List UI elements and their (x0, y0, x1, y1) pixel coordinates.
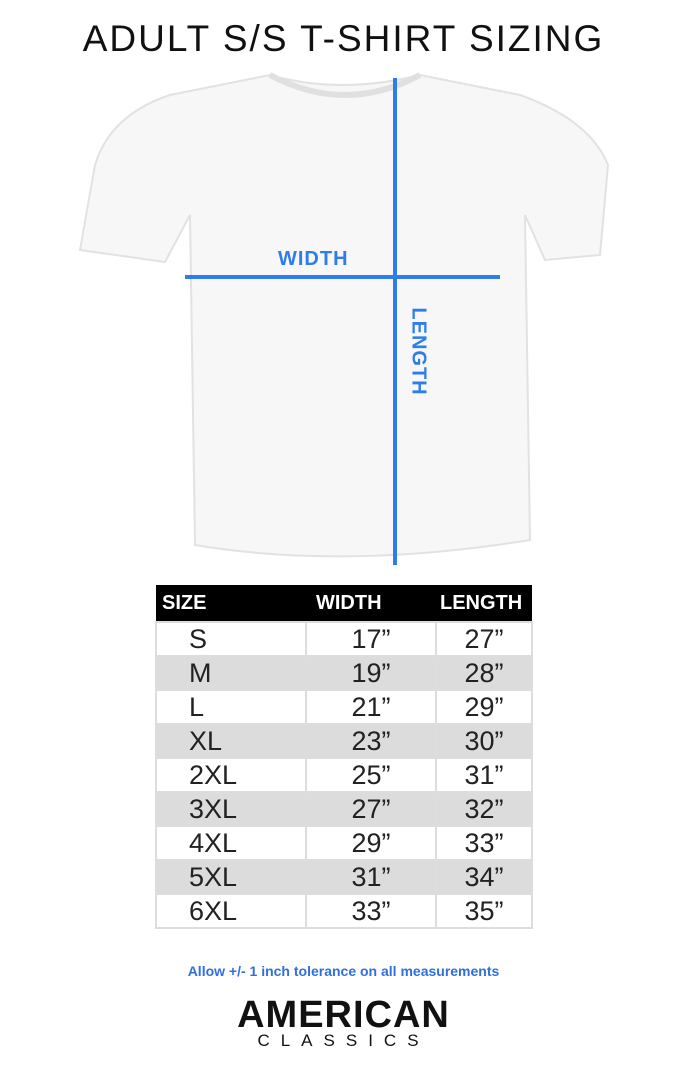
table-header: SIZE WIDTH LENGTH (156, 585, 532, 622)
length-cell: 28” (435, 655, 533, 691)
width-cell: 27” (305, 791, 437, 827)
table-row: 6XL 33” 35” (155, 893, 533, 929)
size-cell: 3XL (155, 791, 307, 827)
table-row: 4XL 29” 33” (155, 825, 533, 861)
table-row: 3XL 27” 32” (155, 791, 533, 827)
length-cell: 33” (435, 825, 533, 861)
width-cell: 25” (305, 757, 437, 793)
size-cell: S (155, 621, 307, 657)
size-table: SIZE WIDTH LENGTH S 17” 27” M 19” 28” L 21” 29” X… (155, 585, 533, 929)
width-cell: 33” (305, 893, 437, 929)
width-cell: 17” (305, 621, 437, 657)
width-cell: 21” (305, 689, 437, 725)
table-row: XL 23” 30” (155, 723, 533, 759)
length-cell: 31” (435, 757, 533, 793)
table-row: S 17” 27” (155, 621, 533, 657)
width-cell: 23” (305, 723, 437, 759)
header-length: LENGTH (436, 585, 532, 622)
size-cell: 2XL (155, 757, 307, 793)
length-cell: 32” (435, 791, 533, 827)
size-cell: 6XL (155, 893, 307, 929)
size-cell: 4XL (155, 825, 307, 861)
table-row: 2XL 25” 31” (155, 757, 533, 793)
size-cell: 5XL (155, 859, 307, 895)
width-label: WIDTH (278, 248, 349, 270)
length-label: LENGTH (407, 307, 430, 396)
table-row: L 21” 29” (155, 689, 533, 725)
width-cell: 29” (305, 825, 437, 861)
width-cell: 31” (305, 859, 437, 895)
length-cell: 34” (435, 859, 533, 895)
width-cell: 19” (305, 655, 437, 691)
header-width: WIDTH (306, 585, 436, 622)
header-size: SIZE (156, 585, 306, 622)
length-cell: 27” (435, 621, 533, 657)
table-row: 5XL 31” 34” (155, 859, 533, 895)
length-cell: 30” (435, 723, 533, 759)
size-cell: L (155, 689, 307, 725)
brand-logo: AMERICAN (237, 994, 450, 1036)
brand-logo-sub: CLASSICS (257, 1031, 430, 1050)
page-title: ADULT S/S T-SHIRT SIZING (82, 18, 605, 59)
size-cell: XL (155, 723, 307, 759)
tshirt-illustration (78, 72, 610, 565)
tolerance-note: Allow +/- 1 inch tolerance on all measur… (187, 963, 500, 979)
table-row: M 19” 28” (155, 655, 533, 691)
size-cell: M (155, 655, 307, 691)
length-cell: 35” (435, 893, 533, 929)
length-cell: 29” (435, 689, 533, 725)
